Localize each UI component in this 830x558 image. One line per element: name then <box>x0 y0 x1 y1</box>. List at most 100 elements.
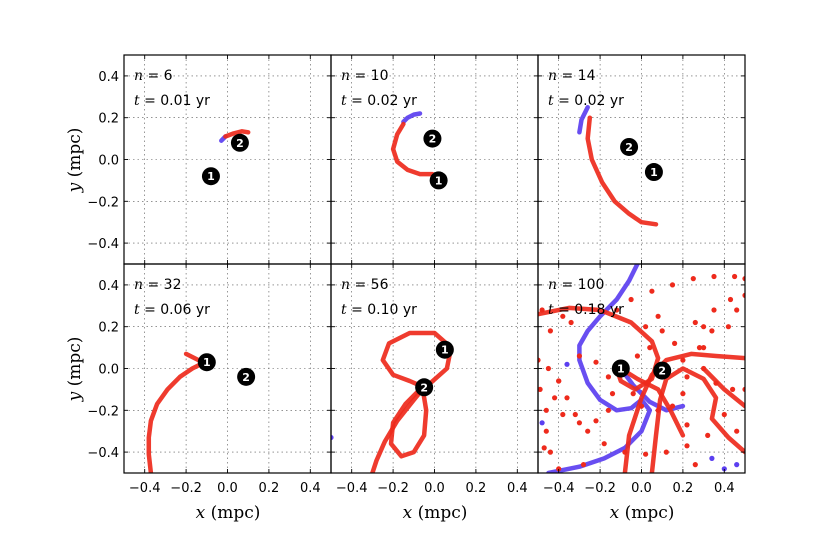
t-symbol: t <box>134 302 140 318</box>
t-symbol: t <box>341 93 347 109</box>
n-value: = 10 <box>350 68 388 84</box>
series-point <box>711 273 717 280</box>
n-value: = 14 <box>557 68 596 84</box>
series-point <box>690 276 696 282</box>
series-point <box>721 411 727 418</box>
ylabel-top: y (mpc) <box>65 128 85 194</box>
x-tick-label: 0.2 <box>673 481 694 496</box>
series-point <box>684 374 690 380</box>
x-tick-label: 0.4 <box>714 481 735 496</box>
series-point <box>663 449 669 455</box>
panel-frame <box>537 263 746 474</box>
black-hole-1: 1 <box>197 353 216 372</box>
n-annotation: n = 14 <box>548 68 596 84</box>
series-point <box>701 345 707 351</box>
xlabel-right: x (mpc) <box>610 503 675 523</box>
series-point <box>701 324 707 330</box>
series-point <box>541 445 547 451</box>
series-point <box>547 449 554 455</box>
series-point <box>655 313 661 319</box>
series-point <box>711 307 717 313</box>
series-point <box>643 451 649 457</box>
n-value: = 100 <box>557 277 604 293</box>
t-value: = 0.01 yr <box>140 93 211 109</box>
black-hole-2: 2 <box>415 378 434 397</box>
series-line <box>577 105 590 135</box>
series-line <box>146 351 207 473</box>
series-point <box>696 345 703 351</box>
x-tick-label: −0.2 <box>377 481 409 496</box>
series-point <box>727 296 734 303</box>
series-point <box>730 386 736 392</box>
black-hole-label: 1 <box>203 356 211 369</box>
series-point <box>669 403 676 409</box>
black-hole-marker <box>230 133 249 152</box>
series-point <box>576 353 583 359</box>
plot-area: 12 <box>390 111 448 190</box>
x-tick-label: 0.4 <box>507 481 528 496</box>
plot-area: 12 <box>146 351 256 473</box>
x-tick-label: 0.0 <box>217 481 238 496</box>
series-point <box>543 407 549 413</box>
series-point <box>742 292 745 298</box>
series-point <box>539 307 545 313</box>
series-line <box>649 366 745 473</box>
t-symbol: t <box>134 93 140 109</box>
black-hole-marker <box>237 367 256 386</box>
series-point <box>593 359 599 365</box>
series-point <box>672 340 678 346</box>
x-tick-label: −0.2 <box>170 481 202 496</box>
xlabel-var-left: x <box>196 503 206 523</box>
y-tick-label: −0.4 <box>87 446 119 461</box>
t-symbol: t <box>548 93 554 109</box>
series-point <box>601 441 607 447</box>
series-point <box>692 462 698 468</box>
series-point <box>734 428 740 434</box>
series-point <box>564 361 570 367</box>
series-line <box>701 366 745 409</box>
ylabel-unit-top: (mpc) <box>65 128 85 178</box>
series-point <box>649 288 655 294</box>
x-tick-label: 0.0 <box>631 481 652 496</box>
black-hole-marker <box>423 129 442 148</box>
n-value: = 32 <box>143 277 181 293</box>
series-line <box>370 385 427 473</box>
black-hole-1: 1 <box>644 163 663 182</box>
n-symbol: n <box>134 277 143 293</box>
t-annotation: t = 0.02 yr <box>341 93 417 109</box>
series-line <box>390 121 435 177</box>
series-point <box>543 428 549 434</box>
black-hole-label: 2 <box>236 137 244 150</box>
n-symbol: n <box>548 68 557 84</box>
black-hole-marker <box>611 359 630 378</box>
series-point <box>669 282 676 288</box>
xlabel-left: x (mpc) <box>196 503 261 523</box>
x-tick-label: 0.2 <box>466 481 487 496</box>
x-tick-label: 0.0 <box>424 481 445 496</box>
black-hole-1: 1 <box>435 340 454 359</box>
black-hole-marker <box>201 167 220 186</box>
black-hole-1: 1 <box>429 171 448 190</box>
series-point <box>552 395 558 401</box>
black-hole-label: 1 <box>617 363 625 376</box>
series-point <box>734 462 740 468</box>
y-tick-label: 0.0 <box>98 154 119 169</box>
black-hole-marker <box>429 171 448 190</box>
series-point <box>547 328 554 334</box>
panel-5: 12n = 56t = 0.10 yr−0.4 −0.2 0.0 0.2 0.4 <box>330 263 539 496</box>
y-tick-label: 0.2 <box>98 112 119 127</box>
xlabel-middle: x (mpc) <box>403 503 468 523</box>
black-hole-1: 1 <box>611 359 630 378</box>
series-point <box>742 386 745 392</box>
x-tick-label: −0.4 <box>543 481 575 496</box>
series-line <box>546 264 653 473</box>
ylabel-bottom: y (mpc) <box>65 337 85 403</box>
x-tick-label: 0.2 <box>259 481 280 496</box>
t-symbol: t <box>341 302 347 318</box>
n-annotation: n = 6 <box>134 68 173 84</box>
xlabel-unit-right: (mpc) <box>625 503 675 523</box>
